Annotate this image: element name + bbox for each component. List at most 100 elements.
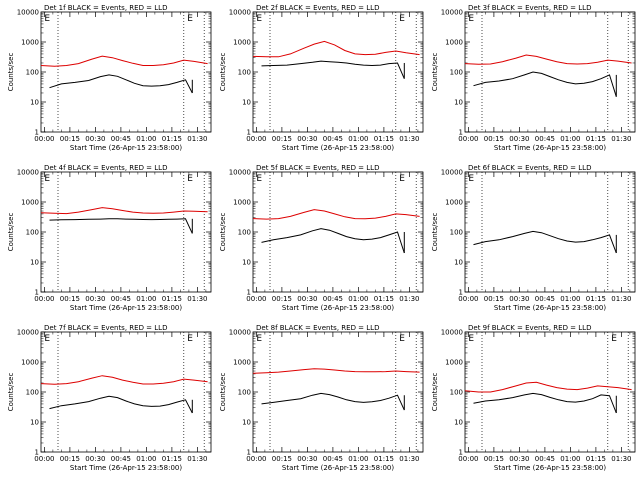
plot-frame xyxy=(464,11,636,133)
y-tick-label: 10 xyxy=(454,419,463,427)
x-tick-label: 00:15 xyxy=(272,455,292,463)
y-axis-label: Counts/sec xyxy=(7,373,15,412)
x-tick-label: 01:00 xyxy=(136,295,156,303)
x-tick-label: 00:30 xyxy=(85,135,105,143)
y-tick-label: 100 xyxy=(450,69,463,77)
x-tick-label: 01:15 xyxy=(374,135,394,143)
series-line-events xyxy=(473,71,617,97)
event-marker: E xyxy=(399,334,405,344)
x-tick-label: 00:15 xyxy=(60,295,80,303)
y-tick-label: 10 xyxy=(30,419,39,427)
series-line-events xyxy=(49,74,193,94)
x-tick-label: 01:00 xyxy=(560,455,580,463)
y-tick-label: 1000 xyxy=(445,199,463,207)
series-line-lld xyxy=(40,55,208,67)
series-line-events xyxy=(49,218,193,234)
x-tick-label: 00:00 xyxy=(34,455,54,463)
series-line-lld xyxy=(40,375,208,385)
detector-panel-3: Det 3f BLACK = Events, RED = LLD 1 10 100 10… xyxy=(431,4,636,152)
x-tick-label: 00:45 xyxy=(535,295,555,303)
x-tick-label: 01:30 xyxy=(399,295,419,303)
series-line-events xyxy=(473,230,617,254)
y-tick-label: 1 xyxy=(459,449,463,457)
y-tick-label: 10 xyxy=(454,99,463,107)
y-tick-label: 1 xyxy=(247,289,251,297)
panel-title: Det 9f BLACK = Events, RED = LLD xyxy=(468,324,591,332)
x-tick-label: 00:00 xyxy=(34,135,54,143)
x-tick-label: 00:30 xyxy=(297,135,317,143)
x-tick-label: 00:00 xyxy=(34,295,54,303)
x-tick-label: 00:45 xyxy=(323,455,343,463)
x-tick-label: 00:15 xyxy=(272,135,292,143)
y-tick-label: 100 xyxy=(450,389,463,397)
x-tick-label: 00:15 xyxy=(272,295,292,303)
x-tick-label: 00:45 xyxy=(323,295,343,303)
series-line-lld xyxy=(252,40,420,58)
x-tick-label: 00:30 xyxy=(85,295,105,303)
series-line-lld xyxy=(464,381,632,393)
x-tick-label: 01:15 xyxy=(374,455,394,463)
y-axis-label: Counts/sec xyxy=(431,373,439,412)
x-tick-label: 01:30 xyxy=(187,295,207,303)
panel-title: Det 6f BLACK = Events, RED = LLD xyxy=(468,164,591,172)
x-axis-label: Start Time (26-Apr-15 23:58:00) xyxy=(282,464,394,472)
y-tick-label: 1000 xyxy=(233,39,251,47)
event-marker: E xyxy=(399,14,405,24)
series-line-lld xyxy=(252,209,420,220)
y-tick-label: 100 xyxy=(26,389,39,397)
plot-frame xyxy=(40,331,212,453)
series-line-events xyxy=(261,392,405,411)
event-marker: E xyxy=(256,14,262,24)
y-tick-label: 10000 xyxy=(229,329,251,337)
y-tick-label: 10000 xyxy=(441,9,463,17)
x-axis-label: Start Time (26-Apr-15 23:58:00) xyxy=(70,144,182,152)
series-line-lld xyxy=(464,54,632,65)
y-tick-label: 100 xyxy=(26,69,39,77)
event-marker: E xyxy=(44,334,50,344)
y-tick-label: 1000 xyxy=(445,359,463,367)
y-tick-label: 10000 xyxy=(229,169,251,177)
x-tick-label: 00:00 xyxy=(246,135,266,143)
y-tick-label: 10 xyxy=(454,259,463,267)
x-tick-label: 01:30 xyxy=(399,455,419,463)
x-tick-label: 00:45 xyxy=(535,455,555,463)
series-line-events xyxy=(261,228,405,254)
panel-title: Det 1f BLACK = Events, RED = LLD xyxy=(44,4,167,12)
x-tick-label: 00:45 xyxy=(111,135,131,143)
series-line-events xyxy=(261,60,405,79)
event-marker: E xyxy=(256,174,262,184)
detector-panel-8: Det 8f BLACK = Events, RED = LLD 1 10 100 10… xyxy=(219,324,424,472)
x-tick-label: 00:45 xyxy=(323,135,343,143)
y-tick-label: 100 xyxy=(26,229,39,237)
x-tick-label: 01:00 xyxy=(348,455,368,463)
x-tick-label: 00:15 xyxy=(484,135,504,143)
panel-title: Det 8f BLACK = Events, RED = LLD xyxy=(256,324,379,332)
y-tick-label: 1 xyxy=(247,129,251,137)
x-tick-label: 01:00 xyxy=(560,135,580,143)
y-tick-label: 1 xyxy=(35,449,39,457)
x-tick-label: 00:45 xyxy=(111,295,131,303)
x-tick-label: 00:15 xyxy=(60,135,80,143)
x-tick-label: 00:45 xyxy=(111,455,131,463)
y-tick-label: 10 xyxy=(30,99,39,107)
y-tick-label: 10000 xyxy=(17,329,39,337)
event-marker: E xyxy=(187,334,193,344)
detector-panel-9: Det 9f BLACK = Events, RED = LLD 1 10 100 10… xyxy=(431,324,636,472)
y-tick-label: 10 xyxy=(242,99,251,107)
x-axis-label: Start Time (26-Apr-15 23:58:00) xyxy=(70,304,182,312)
x-tick-label: 01:30 xyxy=(187,455,207,463)
y-axis-label: Counts/sec xyxy=(7,53,15,92)
x-tick-label: 01:15 xyxy=(586,295,606,303)
event-marker: E xyxy=(44,174,50,184)
x-tick-label: 01:15 xyxy=(586,135,606,143)
x-tick-label: 00:30 xyxy=(297,295,317,303)
detector-panel-5: Det 5f BLACK = Events, RED = LLD 1 10 100 10… xyxy=(219,164,424,312)
plot-frame xyxy=(252,11,424,133)
event-marker: E xyxy=(468,14,474,24)
series-line-lld xyxy=(40,207,208,215)
event-marker: E xyxy=(187,14,193,24)
panel-title: Det 3f BLACK = Events, RED = LLD xyxy=(468,4,591,12)
y-tick-label: 1 xyxy=(459,129,463,137)
y-tick-label: 1000 xyxy=(21,199,39,207)
x-tick-label: 01:00 xyxy=(560,295,580,303)
